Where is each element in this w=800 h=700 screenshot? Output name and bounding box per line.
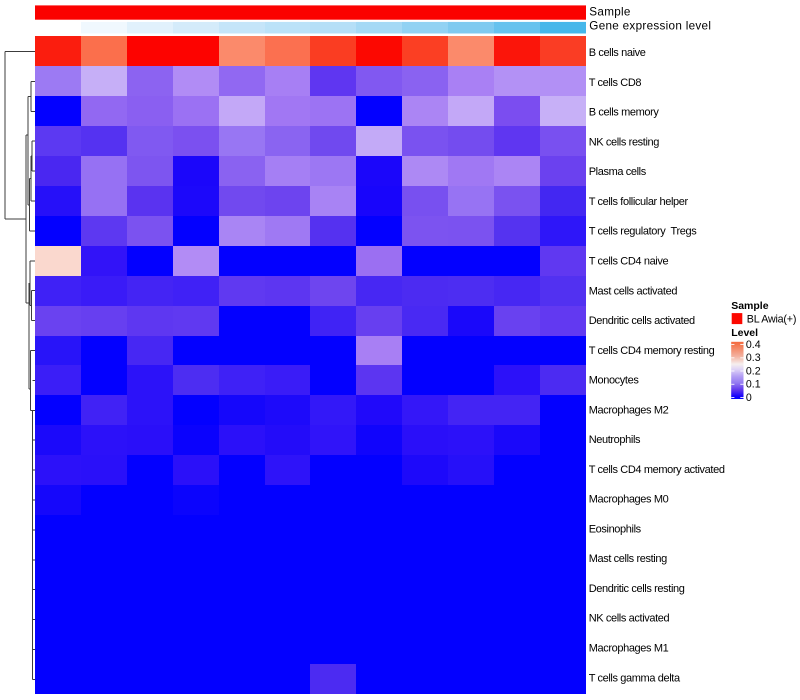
svg-text:Dendritic cells resting: Dendritic cells resting	[589, 583, 685, 595]
svg-text:Sample: Sample	[589, 5, 630, 18]
svg-text:0.3: 0.3	[746, 352, 761, 364]
svg-text:0.1: 0.1	[746, 379, 761, 391]
svg-text:Gene expression level: Gene expression level	[589, 20, 711, 33]
svg-text:T cells gamma delta: T cells gamma delta	[589, 672, 681, 684]
svg-text:Dendritic cells activated: Dendritic cells activated	[589, 315, 695, 327]
svg-text:0.4: 0.4	[746, 339, 761, 351]
svg-text:B cells memory: B cells memory	[589, 107, 660, 119]
svg-text:T cells regulatory Tregs: T cells regulatory Tregs	[589, 226, 698, 238]
svg-text:BL Awia(+): BL Awia(+)	[747, 313, 796, 325]
svg-text:Plasma cells: Plasma cells	[589, 166, 647, 178]
svg-text:T cells CD4 naive: T cells CD4 naive	[589, 255, 669, 267]
svg-text:Neutrophils: Neutrophils	[589, 434, 641, 446]
svg-text:T cells CD4 memory activated: T cells CD4 memory activated	[589, 464, 725, 476]
svg-text:Monocytes: Monocytes	[589, 375, 640, 387]
svg-text:NK cells resting: NK cells resting	[589, 136, 660, 148]
svg-text:0: 0	[746, 392, 752, 404]
svg-text:Mast cells activated: Mast cells activated	[589, 285, 678, 297]
svg-text:Macrophages M2: Macrophages M2	[589, 404, 669, 416]
svg-text:Level: Level	[731, 327, 758, 339]
svg-text:0.2: 0.2	[746, 365, 761, 377]
svg-text:B cells naive: B cells naive	[589, 47, 646, 59]
svg-text:T cells CD4 memory resting: T cells CD4 memory resting	[589, 345, 715, 357]
svg-text:Macrophages M0: Macrophages M0	[589, 494, 669, 506]
svg-text:Macrophages M1: Macrophages M1	[589, 643, 669, 655]
svg-text:T cells follicular helper: T cells follicular helper	[589, 196, 689, 208]
svg-text:NK cells activated: NK cells activated	[589, 613, 670, 625]
svg-text:Eosinophils: Eosinophils	[589, 523, 642, 535]
svg-text:Sample: Sample	[731, 300, 769, 312]
svg-text:Mast cells resting: Mast cells resting	[589, 553, 667, 565]
svg-text:T cells CD8: T cells CD8	[589, 77, 642, 89]
